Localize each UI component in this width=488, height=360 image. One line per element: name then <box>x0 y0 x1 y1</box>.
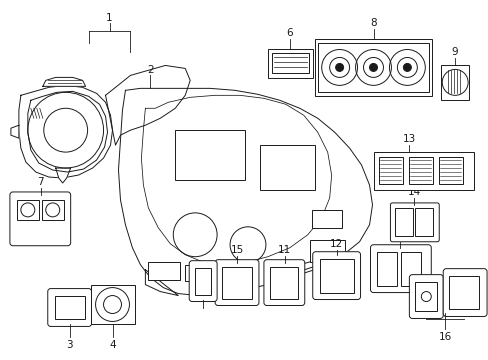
Bar <box>319 259 353 293</box>
Text: 3: 3 <box>66 340 73 350</box>
Polygon shape <box>42 77 85 86</box>
Bar <box>309 240 344 262</box>
Bar <box>395 208 412 236</box>
FancyBboxPatch shape <box>370 245 430 293</box>
Bar <box>17 200 39 220</box>
Bar <box>222 267 251 298</box>
Bar <box>408 157 432 184</box>
FancyBboxPatch shape <box>215 260 259 306</box>
Bar <box>379 157 403 184</box>
Bar <box>90 285 135 324</box>
Bar <box>374 152 473 190</box>
Polygon shape <box>56 168 71 183</box>
Polygon shape <box>118 88 372 296</box>
Bar <box>260 145 314 190</box>
Text: 2: 2 <box>147 66 153 76</box>
Bar <box>41 200 63 220</box>
FancyBboxPatch shape <box>389 203 438 242</box>
Text: 13: 13 <box>402 134 415 144</box>
Text: 11: 11 <box>278 245 291 255</box>
Bar <box>195 268 211 294</box>
Bar <box>185 265 213 280</box>
Text: 6: 6 <box>286 28 292 37</box>
FancyBboxPatch shape <box>189 261 217 302</box>
Circle shape <box>369 63 377 71</box>
Text: 14: 14 <box>407 187 420 197</box>
Bar <box>314 39 431 96</box>
FancyBboxPatch shape <box>408 275 442 319</box>
FancyBboxPatch shape <box>442 269 486 316</box>
Text: 4: 4 <box>109 340 116 350</box>
Bar <box>317 42 428 92</box>
Text: 15: 15 <box>230 245 243 255</box>
Bar <box>377 252 397 285</box>
Text: 7: 7 <box>38 177 44 187</box>
Bar <box>220 267 244 282</box>
Bar <box>311 210 341 228</box>
Bar <box>55 296 84 319</box>
Bar <box>271 54 308 73</box>
Bar <box>401 252 421 285</box>
Circle shape <box>335 63 343 71</box>
FancyBboxPatch shape <box>10 192 71 246</box>
Text: 1: 1 <box>106 13 113 23</box>
Text: 9: 9 <box>451 48 458 58</box>
FancyBboxPatch shape <box>48 289 91 327</box>
FancyBboxPatch shape <box>264 260 304 306</box>
Bar <box>438 157 462 184</box>
Polygon shape <box>19 85 112 178</box>
Text: 16: 16 <box>438 332 451 342</box>
Polygon shape <box>11 125 19 138</box>
Bar <box>414 282 436 311</box>
Bar <box>440 66 468 100</box>
Polygon shape <box>105 66 190 145</box>
FancyBboxPatch shape <box>312 252 360 300</box>
Bar <box>175 130 244 180</box>
Bar <box>269 267 297 298</box>
Text: 12: 12 <box>329 239 343 249</box>
Text: 10: 10 <box>393 231 406 241</box>
Bar <box>148 262 180 280</box>
Circle shape <box>403 63 410 71</box>
Text: 8: 8 <box>369 18 376 28</box>
Text: 5: 5 <box>200 289 206 300</box>
Bar <box>267 49 312 78</box>
Bar <box>448 276 478 310</box>
Bar <box>414 208 432 236</box>
